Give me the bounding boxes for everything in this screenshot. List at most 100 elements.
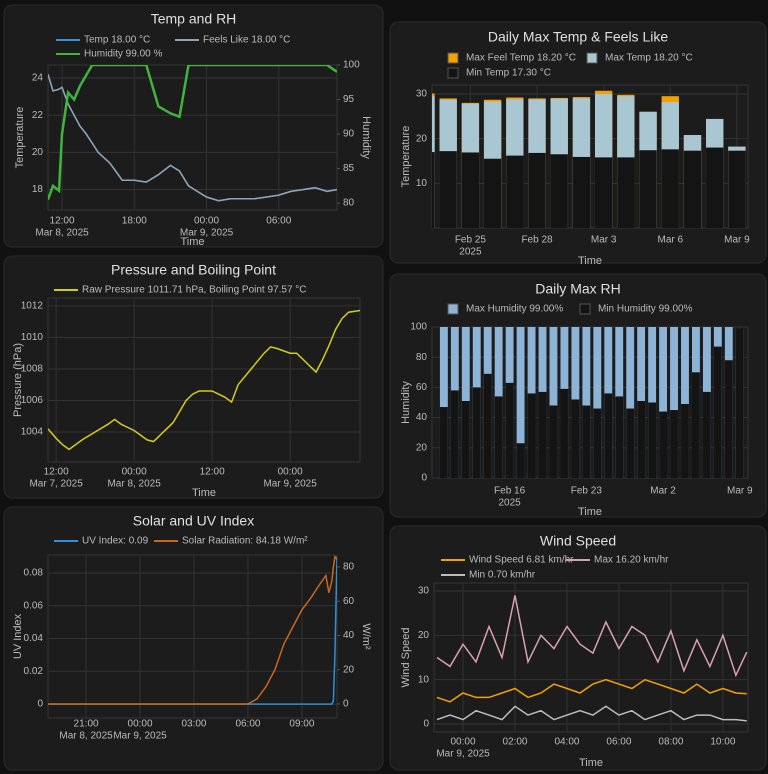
y-tick-label: 100 <box>410 322 427 333</box>
bar <box>538 391 547 478</box>
y-axis-title: Humidity <box>400 381 412 424</box>
data-line <box>436 595 748 678</box>
y2-tick-label: 80 <box>343 198 355 209</box>
x-tick-label: Feb 25 <box>455 235 487 246</box>
y-tick-label: 18 <box>32 184 44 195</box>
x-tick-label: 06:00 <box>266 216 291 227</box>
bar <box>483 373 492 478</box>
y2-tick-label: 40 <box>343 630 355 641</box>
y-tick-label: 10 <box>418 674 430 685</box>
bar <box>527 393 536 478</box>
bar <box>560 388 569 478</box>
x-tick-label: Mar 9 <box>724 235 750 246</box>
x-axis-title: Time <box>180 236 204 248</box>
x-tick-label: 18:00 <box>122 216 147 227</box>
y-tick-label: 1012 <box>21 301 44 312</box>
x-tick-sublabel: Mar 9, 2025 <box>436 749 490 760</box>
y-tick-label: 10 <box>416 178 428 189</box>
bar <box>439 407 448 478</box>
bar <box>572 156 591 228</box>
y2-axis-title: W/m² <box>360 623 372 650</box>
bar <box>550 154 568 228</box>
x-tick-sublabel: Mar 9, 2025 <box>180 228 234 239</box>
bar <box>670 410 678 478</box>
y-tick-label: 30 <box>418 586 430 597</box>
y2-tick-label: 100 <box>343 60 360 71</box>
x-tick-label: 08:00 <box>658 737 683 748</box>
x-tick-label: 12:00 <box>50 216 75 227</box>
legend-label: Solar Radiation: 84.18 W/m² <box>182 536 308 547</box>
y-tick-label: 0.04 <box>24 633 44 644</box>
chart-title: Solar and UV Index <box>133 513 254 529</box>
x-tick-sublabel: Mar 8, 2025 <box>107 479 161 490</box>
data-line <box>48 556 337 705</box>
bar <box>724 360 733 478</box>
panel-background <box>3 255 384 499</box>
plot <box>48 65 337 202</box>
bar <box>661 149 679 228</box>
plot-area <box>47 554 338 719</box>
legend-label: Min 0.70 km/hr <box>469 570 536 581</box>
bar <box>639 150 657 228</box>
chart-title: Pressure and Boiling Point <box>111 262 276 278</box>
plot-area <box>47 297 361 463</box>
plot <box>48 309 360 451</box>
x-tick-label: 12:00 <box>44 467 69 478</box>
x-tick-sublabel: Mar 8, 2025 <box>59 731 113 742</box>
bar <box>604 393 613 478</box>
bar <box>461 152 480 228</box>
chart-panel: Solar and UV Index 0 0.02 0.04 0.06 0.08 0 20 40… <box>3 506 384 771</box>
x-tick-sublabel: 2025 <box>499 498 522 509</box>
bar <box>706 147 724 228</box>
data-line <box>48 65 337 201</box>
y-tick-label: 40 <box>416 412 428 423</box>
bar <box>691 372 700 478</box>
bar <box>582 327 591 478</box>
y-axis-title: Temperature <box>14 107 26 169</box>
bar <box>670 327 678 478</box>
bar <box>659 327 668 478</box>
bar <box>461 400 470 478</box>
legend-label: UV Index: 0.09 <box>82 536 149 547</box>
x-tick-label: Feb 28 <box>521 235 553 246</box>
chart-panel: Pressure and Boiling Point 1004 1006 1008 10… <box>3 255 384 499</box>
chart-title: Temp and RH <box>151 11 237 27</box>
x-tick-label: Feb 16 <box>494 486 526 497</box>
y-tick-label: 30 <box>416 89 428 100</box>
x-tick-label: Feb 23 <box>571 486 603 497</box>
y2-axis-title: Humidity <box>360 116 372 159</box>
bar <box>681 404 689 478</box>
x-axis-title: Time <box>578 506 602 518</box>
chart-title: Daily Max Temp & Feels Like <box>488 29 668 45</box>
x-tick-label: Mar 6 <box>657 235 683 246</box>
data-line <box>436 705 747 722</box>
chart-title: Wind Speed <box>540 533 616 549</box>
bar <box>626 408 635 478</box>
bar <box>516 327 525 478</box>
x-tick-label: Mar 3 <box>591 235 617 246</box>
bar <box>615 396 624 478</box>
bar <box>505 382 514 478</box>
x-tick-sublabel: Mar 9, 2025 <box>113 731 167 742</box>
bar <box>528 152 546 228</box>
x-axis-title: Time <box>579 757 603 769</box>
legend-label: Temp 18.00 °C <box>84 35 150 46</box>
bar <box>659 411 668 478</box>
x-tick-label: 21:00 <box>74 719 99 730</box>
x-tick-label: 00:00 <box>194 216 219 227</box>
y-axis-title: Pressure (hPa) <box>12 343 24 417</box>
y-tick-label: 0.02 <box>24 666 44 677</box>
legend-label: Max Feel Temp 18.20 °C <box>466 53 576 64</box>
bar <box>626 327 635 478</box>
legend-label: Raw Pressure 1011.71 hPa, Boiling Point … <box>82 285 307 296</box>
y-tick-label: 60 <box>416 382 428 393</box>
bar <box>617 157 635 228</box>
plot-area <box>433 582 749 733</box>
bar <box>683 150 702 228</box>
x-tick-label: 12:00 <box>200 467 225 478</box>
legend-label: Min Temp 17.30 °C <box>466 68 551 79</box>
